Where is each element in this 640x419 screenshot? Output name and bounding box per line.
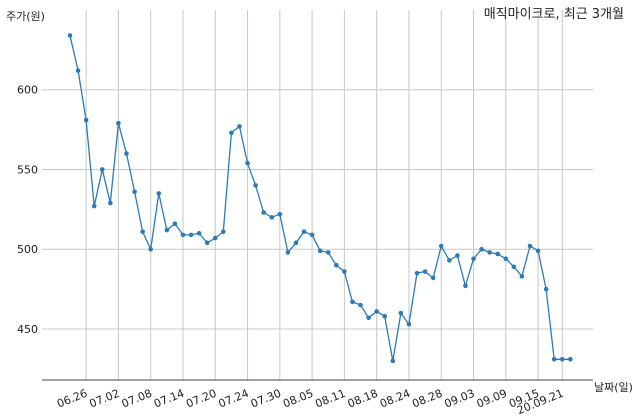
price-point — [487, 250, 492, 255]
price-point — [301, 229, 307, 234]
price-point — [535, 248, 541, 254]
price-point — [543, 286, 549, 292]
price-point — [293, 240, 299, 246]
y-tick-label: 550 — [17, 163, 38, 176]
price-point — [116, 120, 121, 126]
price-point — [148, 246, 153, 252]
price-point — [99, 167, 105, 172]
price-point — [463, 283, 468, 289]
price-point — [317, 248, 323, 254]
price-point — [366, 315, 371, 321]
price-point — [325, 250, 331, 255]
price-point — [188, 232, 194, 238]
price-point — [140, 229, 145, 234]
price-point — [164, 227, 170, 233]
price-point — [83, 117, 89, 123]
y-tick-label: 500 — [17, 243, 38, 256]
price-point — [212, 235, 218, 241]
x-tick-label: 08.18 — [346, 387, 380, 411]
price-point — [471, 256, 476, 262]
price-point — [67, 33, 73, 38]
price-point — [221, 229, 226, 234]
price-point — [245, 160, 250, 166]
price-point — [479, 246, 484, 252]
x-tick-label: 07.08 — [120, 387, 154, 411]
price-point — [406, 321, 412, 327]
price-point — [446, 258, 452, 263]
price-point — [495, 251, 501, 257]
x-tick-labels: 06.2607.0207.0807.1407.2007.2407.3008.05… — [55, 387, 565, 417]
price-point — [430, 275, 436, 281]
x-tick-label: 07.30 — [249, 387, 283, 411]
x-tick-label: 09.03 — [443, 387, 477, 411]
x-tick-label: 06.26 — [55, 387, 89, 411]
x-tick-label: 09.09 — [475, 387, 509, 411]
x-tick-label: 08.11 — [313, 387, 347, 411]
price-point — [253, 183, 258, 188]
price-point — [334, 262, 339, 268]
price-line — [69, 35, 571, 362]
price-point — [455, 253, 460, 258]
price-point — [156, 191, 162, 196]
x-tick-label: 08.28 — [410, 387, 444, 411]
price-point — [374, 309, 379, 314]
price-point — [277, 211, 283, 217]
price-point — [382, 313, 388, 319]
x-tick-label: 08.05 — [281, 387, 315, 411]
x-tick-label: 07.14 — [152, 387, 186, 411]
grid-layer — [42, 10, 593, 380]
price-point — [390, 358, 396, 364]
price-point — [204, 240, 210, 246]
x-tick-label: 07.24 — [217, 387, 251, 411]
price-point — [342, 269, 347, 274]
price-point — [350, 299, 355, 305]
price-point — [551, 356, 557, 362]
price-point — [358, 302, 363, 308]
x-tick-label: 07.20 — [184, 387, 218, 411]
x-axis-label: 날짜(일) — [594, 380, 633, 394]
y-tick-label: 450 — [17, 323, 38, 336]
price-point — [285, 250, 291, 255]
price-point — [503, 256, 509, 262]
price-point — [438, 243, 444, 249]
price-point — [172, 221, 178, 227]
price-point — [75, 68, 81, 73]
x-tick-label: 08.24 — [378, 387, 412, 411]
y-tick-labels: 450 500 550 600 — [17, 84, 38, 336]
price-point — [269, 215, 275, 220]
price-point — [519, 274, 525, 279]
price-point — [91, 203, 97, 209]
price-points — [67, 33, 573, 364]
price-point — [422, 269, 428, 274]
price-point — [309, 232, 315, 238]
price-point — [180, 232, 186, 238]
price-point — [559, 356, 565, 362]
price-point — [108, 200, 113, 206]
price-point — [527, 243, 533, 249]
y-tick-label: 600 — [17, 84, 38, 97]
price-point — [124, 151, 129, 156]
price-point — [414, 270, 420, 276]
x-tick-label: 07.02 — [87, 387, 121, 411]
price-point — [229, 130, 234, 136]
chart-title: 매직마이크로, 최근 3개월 — [484, 7, 624, 22]
price-point — [568, 356, 573, 362]
price-point — [261, 210, 266, 215]
price-point — [132, 189, 137, 195]
price-point — [398, 310, 404, 316]
price-point — [237, 124, 242, 129]
price-point — [196, 230, 202, 236]
price-point — [511, 264, 517, 270]
y-axis-label: 주가(원) — [6, 10, 45, 23]
